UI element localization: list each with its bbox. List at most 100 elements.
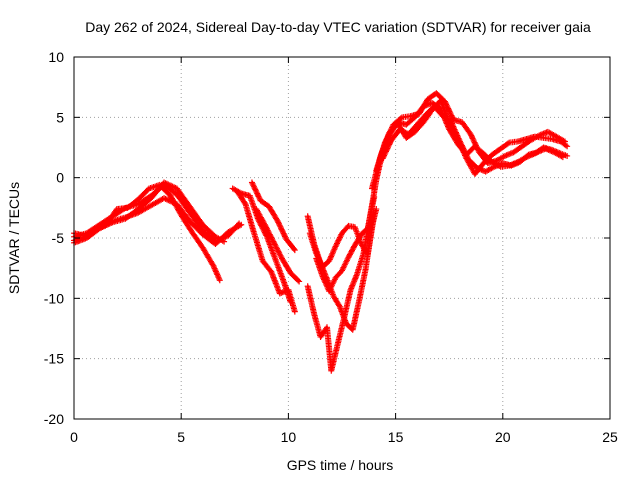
data-point-run	[174, 202, 192, 223]
data-point-run	[254, 207, 267, 227]
data-point-run	[477, 150, 490, 165]
data-point-run	[473, 144, 486, 156]
data-point-run	[347, 223, 357, 230]
data-point-run	[110, 205, 128, 219]
data-point-run	[278, 287, 290, 296]
data-point-run	[313, 257, 326, 279]
y-tick-label: -5	[52, 230, 65, 246]
data-point	[467, 131, 474, 138]
data-point-run	[333, 231, 345, 248]
data-point	[291, 247, 298, 254]
data-point-run	[350, 299, 362, 332]
data-point-run	[174, 192, 192, 215]
data-point-run	[346, 243, 358, 259]
data-point-run	[511, 144, 524, 155]
data-point-run	[356, 267, 369, 303]
y-tick-label: -15	[44, 351, 64, 367]
data-point-run	[354, 252, 366, 276]
data-point-run	[365, 213, 377, 257]
data-point-run	[284, 237, 297, 252]
data-point-run	[288, 271, 301, 284]
data-point	[238, 221, 245, 228]
data-point-run	[187, 211, 205, 233]
data-point-run	[305, 284, 317, 316]
data-point-run	[266, 204, 280, 223]
data-points	[71, 90, 571, 374]
data-point	[371, 212, 378, 219]
data-point-run	[380, 138, 394, 160]
data-point-run	[275, 219, 289, 241]
data-point-run	[243, 202, 257, 235]
data-point-run	[268, 270, 283, 296]
data-point	[379, 155, 386, 162]
data-point-run	[412, 104, 426, 120]
data-point-run	[200, 246, 216, 268]
x-tick-label: 10	[281, 429, 297, 445]
data-point-run	[432, 104, 445, 118]
data-point-run	[271, 240, 285, 261]
data-point-run	[460, 120, 473, 136]
y-tick-label: -10	[44, 290, 64, 306]
x-axis-label: GPS time / hours	[287, 457, 394, 473]
data-point-run	[457, 139, 471, 162]
series-track-4	[71, 179, 228, 246]
data-point	[274, 218, 281, 225]
data-point-run	[149, 180, 167, 200]
data-point	[291, 308, 298, 315]
data-point	[559, 154, 566, 161]
y-tick-label: -20	[44, 411, 64, 427]
series-track-8	[253, 206, 303, 285]
data-point-run	[544, 146, 556, 155]
data-point-run	[262, 223, 276, 244]
data-point-run	[348, 272, 360, 292]
data-point-run	[554, 134, 567, 144]
data-point-run	[307, 231, 319, 256]
data-point-run	[326, 276, 338, 293]
x-tick-label: 25	[602, 429, 618, 445]
data-point	[534, 149, 541, 156]
data-point-run	[466, 157, 479, 170]
data-point-run	[162, 180, 179, 191]
data-point	[216, 277, 223, 284]
x-tick-label: 5	[177, 429, 185, 445]
axis-ticks: 0 5 10 15 20 25 -20 -15 -10 -5 0 5 10	[44, 49, 618, 445]
data-point-run	[226, 222, 243, 235]
data-point-run	[406, 122, 419, 136]
series-track-5	[229, 185, 294, 305]
data-point-run	[189, 230, 205, 250]
data-point-run	[335, 316, 347, 346]
data-point-run	[264, 235, 278, 262]
data-point-run	[481, 151, 494, 164]
data-point-run	[273, 258, 287, 285]
data-point-run	[331, 294, 343, 309]
data-point-run	[413, 120, 426, 134]
data-point	[441, 98, 448, 105]
data-point-run	[136, 196, 153, 212]
series-track-13	[369, 97, 571, 192]
data-point-run	[234, 189, 248, 206]
series-track-16	[379, 103, 566, 175]
data-point-run	[387, 120, 400, 138]
data-point-run	[85, 226, 102, 240]
data-point-run	[494, 153, 507, 163]
data-point-run	[509, 159, 522, 168]
data-point-run	[251, 231, 266, 263]
data-point-run	[352, 232, 364, 247]
data-point-run	[187, 204, 205, 227]
data-point-run	[213, 234, 226, 244]
data-point-run	[415, 113, 428, 127]
data-point-run	[520, 138, 533, 149]
data-point-run	[200, 222, 218, 239]
data-point-run	[529, 133, 541, 143]
data-point-run	[187, 219, 205, 237]
data-point-run	[441, 114, 454, 125]
data-point-run	[333, 268, 344, 280]
data-point-run	[360, 216, 373, 256]
data-point	[564, 143, 571, 150]
data-point	[296, 278, 303, 285]
data-point-run	[98, 220, 115, 231]
data-point	[561, 138, 568, 145]
data-point-run	[260, 259, 274, 274]
y-tick-label: 0	[56, 170, 64, 186]
data-point	[347, 286, 354, 293]
